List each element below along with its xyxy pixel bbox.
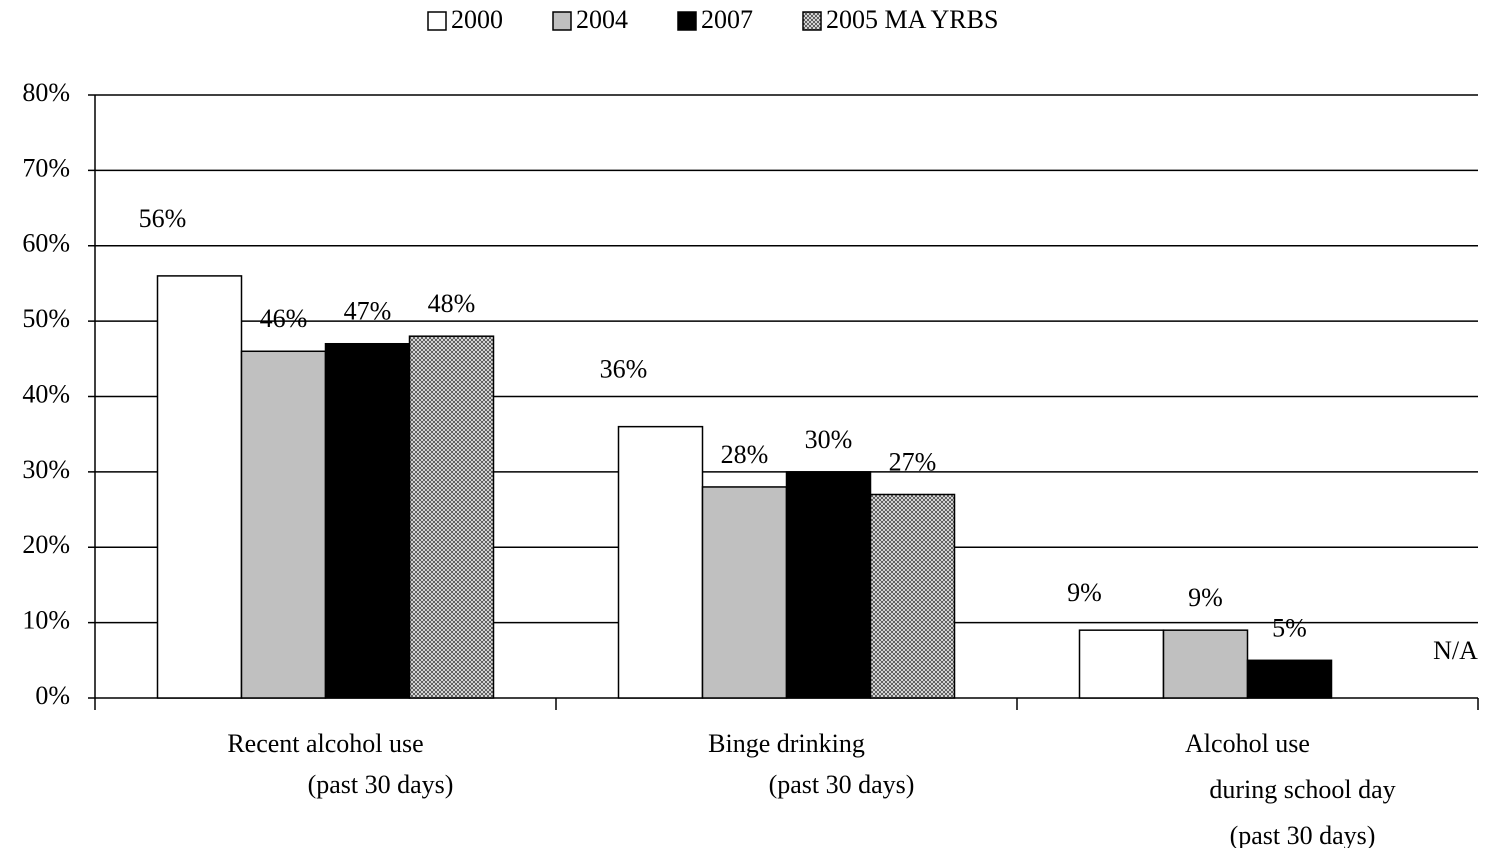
legend-label: 2005 MA YRBS — [826, 5, 998, 34]
bar — [617, 425, 704, 699]
y-tick-label: 70% — [22, 153, 70, 182]
y-tick-label: 10% — [22, 606, 70, 635]
legend-swatch — [677, 11, 697, 31]
value-label: 47% — [344, 297, 392, 326]
legend-swatch — [552, 11, 572, 31]
y-tick-label: 20% — [22, 530, 70, 559]
legend-label: 2004 — [576, 5, 628, 34]
bar — [156, 275, 243, 699]
bar — [1162, 629, 1249, 699]
value-label: 9% — [1188, 583, 1223, 612]
bar — [701, 486, 788, 699]
y-tick-label: 60% — [22, 229, 70, 258]
value-label: 48% — [428, 289, 476, 318]
y-tick-label: 80% — [22, 78, 70, 107]
bar — [1246, 659, 1333, 699]
bar — [1078, 629, 1165, 699]
y-tick-label: 30% — [22, 455, 70, 484]
value-label: 30% — [805, 425, 853, 454]
bar — [240, 350, 327, 699]
y-tick-label: 40% — [22, 379, 70, 408]
bar — [324, 342, 411, 699]
value-label: 36% — [600, 355, 648, 384]
bar — [408, 335, 495, 699]
value-label: 56% — [139, 204, 187, 233]
value-label: 46% — [260, 304, 308, 333]
x-tick-label: Recent alcohol use (past 30 days) — [227, 729, 453, 799]
value-label: 9% — [1067, 578, 1102, 607]
legend-swatch — [802, 11, 822, 31]
value-label: 5% — [1272, 613, 1307, 642]
legend-swatch — [427, 11, 447, 31]
value-label: 28% — [721, 440, 769, 469]
y-tick-label: 0% — [35, 681, 70, 710]
y-tick-label: 50% — [22, 304, 70, 333]
bar — [785, 471, 872, 699]
legend-label: 2007 — [701, 5, 753, 34]
x-tick-label: Alcohol use during school day (past 30 day… — [1185, 729, 1396, 848]
value-label: 27% — [889, 447, 937, 476]
x-tick-label: Binge drinking (past 30 days) — [708, 729, 914, 799]
legend-label: 2000 — [451, 5, 503, 34]
bar — [869, 493, 956, 699]
value-label: N/A — [1433, 636, 1478, 665]
